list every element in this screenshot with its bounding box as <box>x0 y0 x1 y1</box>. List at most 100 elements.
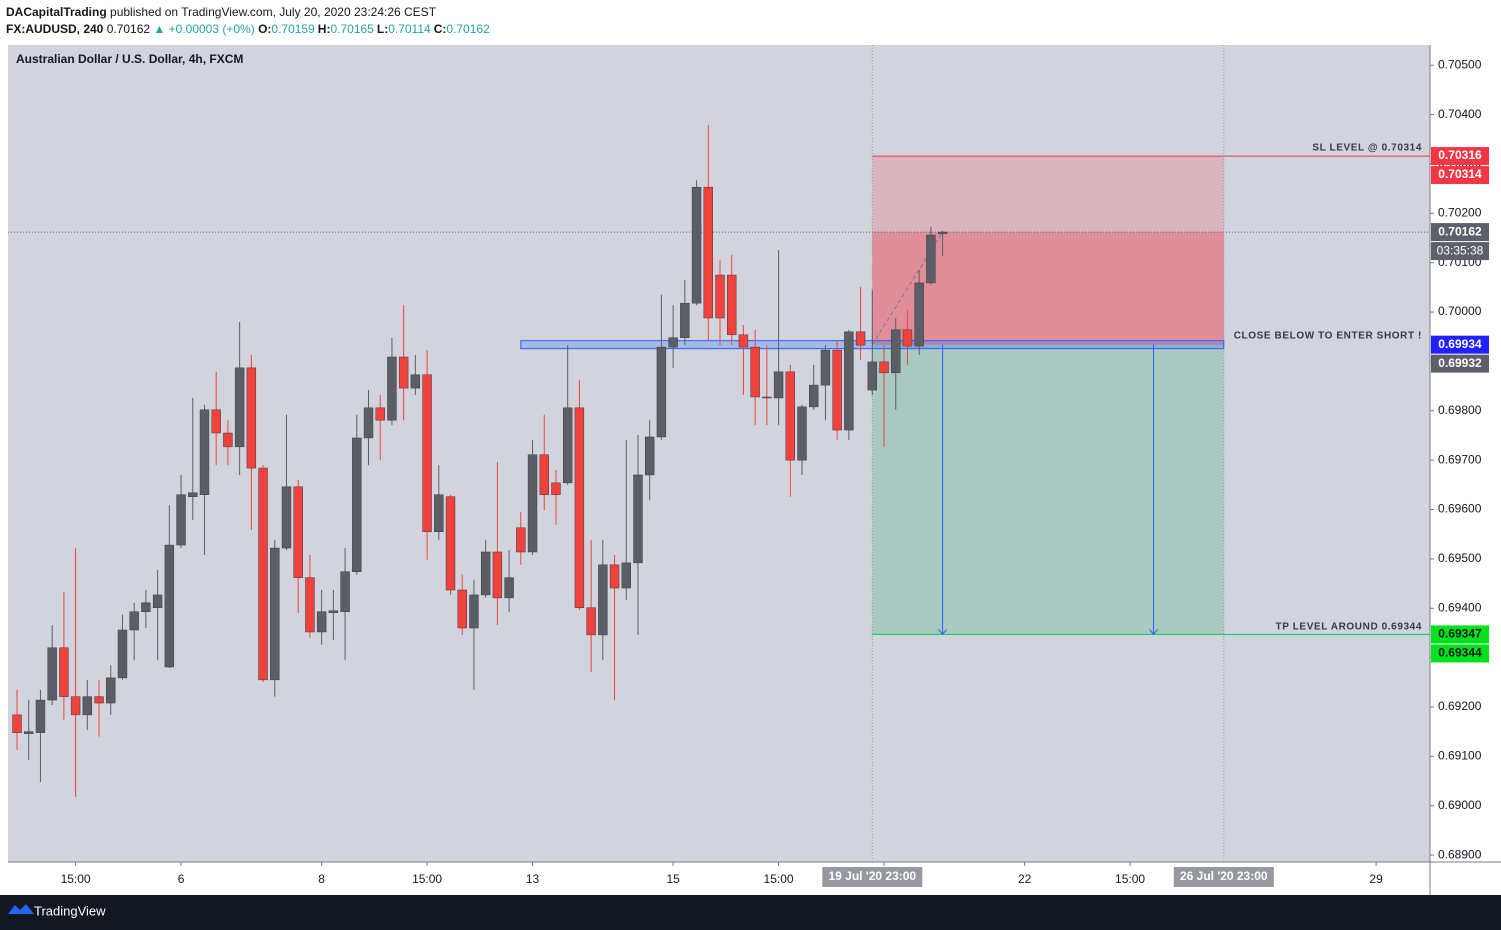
candle-body <box>457 589 467 629</box>
projection <box>871 231 944 345</box>
ohlc-key: O: <box>258 22 272 36</box>
arrow <box>938 344 947 636</box>
candle-body <box>410 374 421 389</box>
footer <box>0 895 1501 930</box>
candle-body <box>106 677 116 704</box>
symbol-line: FX:AUDUSD, 240 0.70162 ▲ +0.00003 (+0%) … <box>6 21 493 38</box>
x-tick-label: 6 <box>178 872 185 886</box>
candle-body <box>188 492 198 497</box>
published: published on TradingView.com, July 20, 2… <box>110 5 437 19</box>
candle-body <box>609 564 620 589</box>
candle-body <box>480 551 491 596</box>
target-zone <box>872 344 1224 635</box>
candle-body <box>586 607 596 636</box>
candle-body <box>750 346 760 398</box>
countdown: 03:35:38 <box>1437 243 1484 257</box>
candle-body <box>35 699 46 733</box>
y-tick-label: 0.69200 <box>1438 699 1482 713</box>
plot-background <box>8 45 1430 862</box>
candle-body <box>24 731 34 734</box>
candle-body <box>855 331 866 346</box>
candle-body <box>867 361 878 391</box>
y-tick-label: 0.69400 <box>1438 600 1482 614</box>
price-tag <box>1431 354 1489 373</box>
y-tick-label: 0.69000 <box>1438 798 1482 812</box>
date-tag-label: 19 Jul '20 23:00 <box>829 869 917 883</box>
x-tick-label: 15 <box>666 872 680 886</box>
price-tag <box>1431 335 1489 354</box>
candle-body <box>234 367 245 448</box>
candle-body <box>902 329 913 347</box>
candle-body <box>492 551 503 599</box>
candle-body <box>258 467 268 681</box>
candle-body <box>703 186 713 319</box>
y-tick-label: 0.69800 <box>1438 403 1482 417</box>
y-tick-label: 0.69500 <box>1438 551 1482 565</box>
candle-body <box>773 371 784 399</box>
price-tag-label: 0.69934 <box>1438 337 1482 351</box>
active-loss <box>872 232 1224 345</box>
y-tick-label: 0.69100 <box>1438 749 1482 763</box>
candle-body <box>891 329 901 374</box>
candle-body <box>879 361 889 374</box>
x-tick-label: 13 <box>526 872 540 886</box>
date-tag <box>1173 867 1274 887</box>
candle-body <box>164 544 175 668</box>
candle-body <box>328 610 339 613</box>
candle-body <box>398 356 409 389</box>
date-tag-label: 26 Jul '20 23:00 <box>1180 869 1268 883</box>
candle-body <box>434 494 444 532</box>
ohlc: O:0.70159 H:0.70165 L:0.70114 C:0.70162 <box>258 22 493 36</box>
candle-body <box>211 409 221 434</box>
ohlc-value: 0.70159 <box>271 22 315 36</box>
x-tick-label: 15:00 <box>61 872 91 886</box>
candle-body <box>94 696 104 704</box>
price-tag-label: 0.69347 <box>1438 627 1482 641</box>
x-tick-label: 22 <box>1018 872 1032 886</box>
ohlc-key: L: <box>376 22 389 36</box>
candle-body <box>176 494 186 546</box>
candle-body <box>691 186 702 304</box>
candle-body <box>680 302 690 338</box>
candle-body <box>82 696 93 716</box>
price-tag <box>1431 625 1489 644</box>
candle-body <box>621 562 631 589</box>
ohlc-key: H: <box>317 22 331 36</box>
candle-body <box>129 611 139 631</box>
date-tag <box>822 867 923 887</box>
candle-body <box>727 274 737 336</box>
candle-body <box>117 629 128 679</box>
last: 0.70162 <box>106 22 151 36</box>
candle-body <box>445 496 456 591</box>
candle-body <box>598 564 608 636</box>
candle-body <box>375 407 385 421</box>
price-tag-label: 0.69932 <box>1438 356 1482 370</box>
candle-body <box>562 407 573 484</box>
y-tick-label: 0.70400 <box>1438 107 1482 121</box>
publish-line: DACapitalTrading published on TradingVie… <box>6 4 493 21</box>
ohlc-key: C: <box>433 22 447 36</box>
candle-body <box>246 367 257 469</box>
price-tag <box>1431 223 1489 242</box>
price-tag-label: 0.69344 <box>1438 646 1482 660</box>
ohlc-value: 0.70165 <box>330 22 374 36</box>
candle-body <box>551 482 561 495</box>
candle-body <box>305 577 315 633</box>
chart-title: Australian Dollar / U.S. Dollar, 4h, FXC… <box>16 52 243 66</box>
ohlc-value: 0.70114 <box>388 22 431 36</box>
candle-body <box>785 371 795 461</box>
candle-body <box>59 647 69 697</box>
change: ▲ +0.00003 (+0%) <box>153 22 255 36</box>
x-tick-label: 15:00 <box>412 872 442 886</box>
x-tick-label: 15:00 <box>764 872 794 886</box>
x-tick-label: 29 <box>1369 872 1383 886</box>
candle-body <box>644 436 655 476</box>
y-tick-label: 0.69700 <box>1438 452 1482 466</box>
x-tick-label: 8 <box>318 872 325 886</box>
candle-body <box>47 647 57 701</box>
candle-body <box>422 374 432 532</box>
logo <box>8 904 34 914</box>
countdown-tag <box>1431 242 1489 261</box>
